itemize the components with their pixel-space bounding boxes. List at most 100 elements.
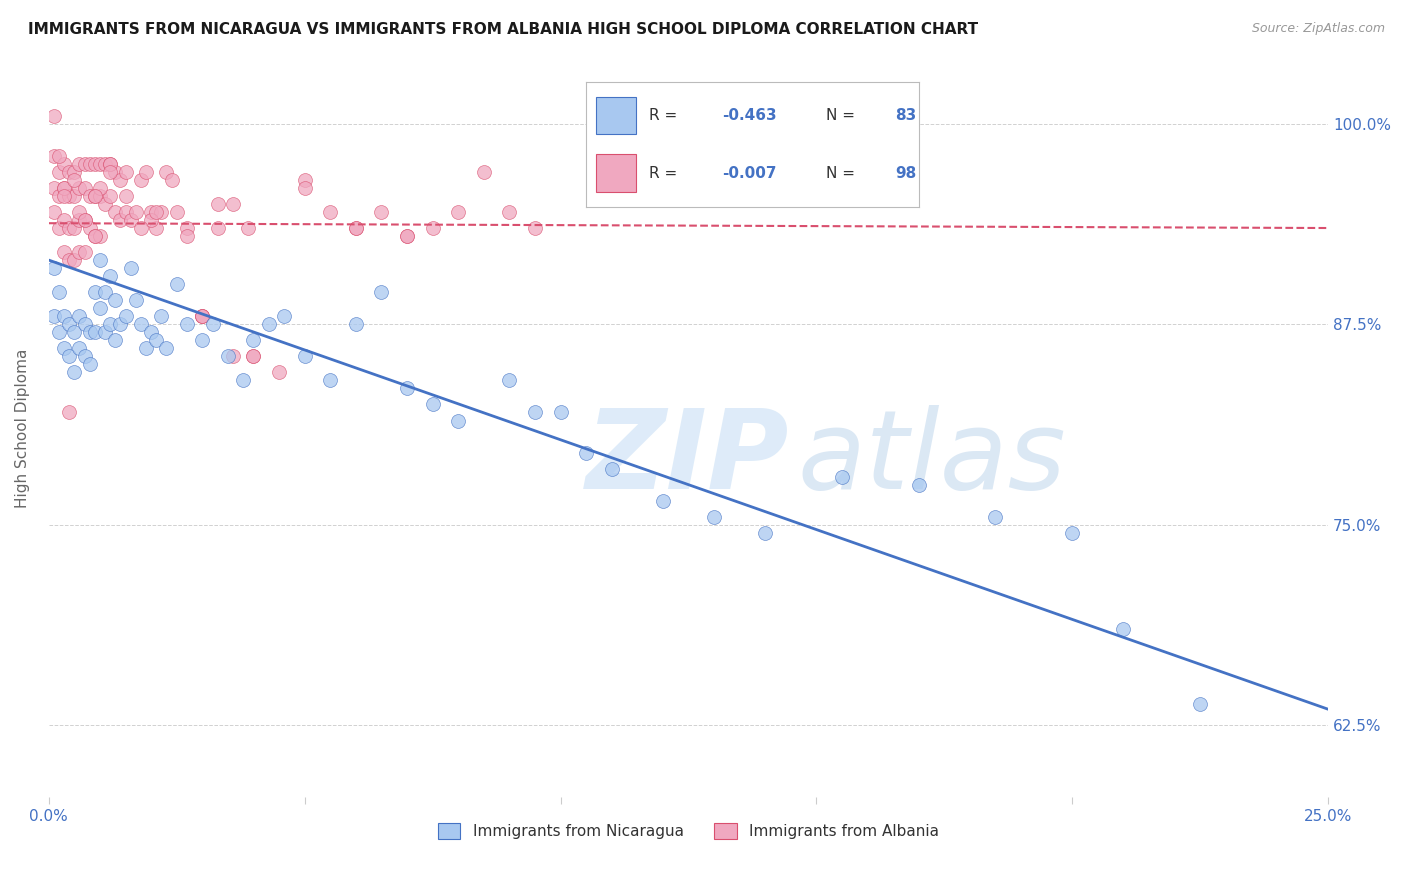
Point [114, 165, 136, 179]
Point [754, 525, 776, 540]
Point [63, 365, 86, 379]
Point [907, 477, 929, 491]
Point [150, 205, 173, 219]
Point [98, 269, 121, 284]
Point [98, 157, 121, 171]
Point [79, 221, 101, 235]
Point [523, 221, 546, 235]
Point [63, 326, 86, 340]
Point [94, 326, 117, 340]
Point [98, 189, 121, 203]
Point [207, 197, 229, 211]
Point [498, 373, 520, 387]
Point [267, 365, 290, 379]
Point [166, 277, 188, 292]
Point [69, 157, 91, 171]
Point [145, 334, 167, 348]
Point [257, 318, 280, 332]
Point [155, 341, 177, 355]
Point [150, 310, 173, 324]
Point [242, 334, 264, 348]
Point [69, 341, 91, 355]
Point [344, 221, 367, 235]
Point [83, 229, 105, 244]
Point [207, 221, 229, 235]
Point [48, 189, 70, 203]
Point [63, 165, 86, 179]
Point [73, 213, 96, 227]
Point [69, 205, 91, 219]
Point [48, 165, 70, 179]
Point [48, 326, 70, 340]
Point [73, 181, 96, 195]
Point [58, 318, 80, 332]
Point [447, 205, 470, 219]
Point [191, 310, 214, 324]
Point [63, 189, 86, 203]
Legend: Immigrants from Nicaragua, Immigrants from Albania: Immigrants from Nicaragua, Immigrants fr… [432, 817, 945, 845]
Point [58, 221, 80, 235]
Point [1189, 698, 1212, 712]
Point [447, 413, 470, 427]
Point [472, 165, 495, 179]
Point [160, 173, 183, 187]
Point [395, 381, 418, 395]
Point [395, 229, 418, 244]
Point [176, 318, 198, 332]
Point [63, 221, 86, 235]
Point [114, 189, 136, 203]
Point [129, 221, 152, 235]
Text: ZIP: ZIP [586, 405, 790, 511]
Point [129, 173, 152, 187]
Point [58, 165, 80, 179]
Point [98, 157, 121, 171]
Point [53, 181, 76, 195]
Point [42, 181, 65, 195]
Point [53, 157, 76, 171]
Point [319, 373, 342, 387]
Point [94, 197, 117, 211]
Point [79, 157, 101, 171]
Point [703, 509, 725, 524]
Point [145, 205, 167, 219]
Point [498, 205, 520, 219]
Point [83, 189, 105, 203]
Point [145, 221, 167, 235]
Point [120, 261, 142, 276]
Point [58, 349, 80, 363]
Point [139, 213, 162, 227]
Y-axis label: High School Diploma: High School Diploma [15, 349, 30, 508]
Point [550, 405, 572, 419]
Point [344, 318, 367, 332]
Point [53, 341, 76, 355]
Point [58, 189, 80, 203]
Text: atlas: atlas [797, 405, 1066, 511]
Point [94, 157, 117, 171]
Point [104, 205, 127, 219]
Point [48, 149, 70, 163]
Point [53, 213, 76, 227]
Point [370, 205, 392, 219]
Point [63, 173, 86, 187]
Point [294, 173, 316, 187]
Point [104, 334, 127, 348]
Point [201, 318, 224, 332]
Point [191, 310, 214, 324]
Point [135, 165, 157, 179]
Point [191, 310, 214, 324]
Point [83, 285, 105, 300]
Point [53, 189, 76, 203]
Point [600, 461, 623, 475]
Point [294, 349, 316, 363]
Point [344, 221, 367, 235]
Point [651, 493, 673, 508]
Point [242, 349, 264, 363]
Point [83, 229, 105, 244]
Point [73, 157, 96, 171]
Point [831, 469, 853, 483]
Point [89, 253, 111, 268]
Point [238, 221, 260, 235]
Point [48, 285, 70, 300]
Point [120, 213, 142, 227]
Point [42, 149, 65, 163]
